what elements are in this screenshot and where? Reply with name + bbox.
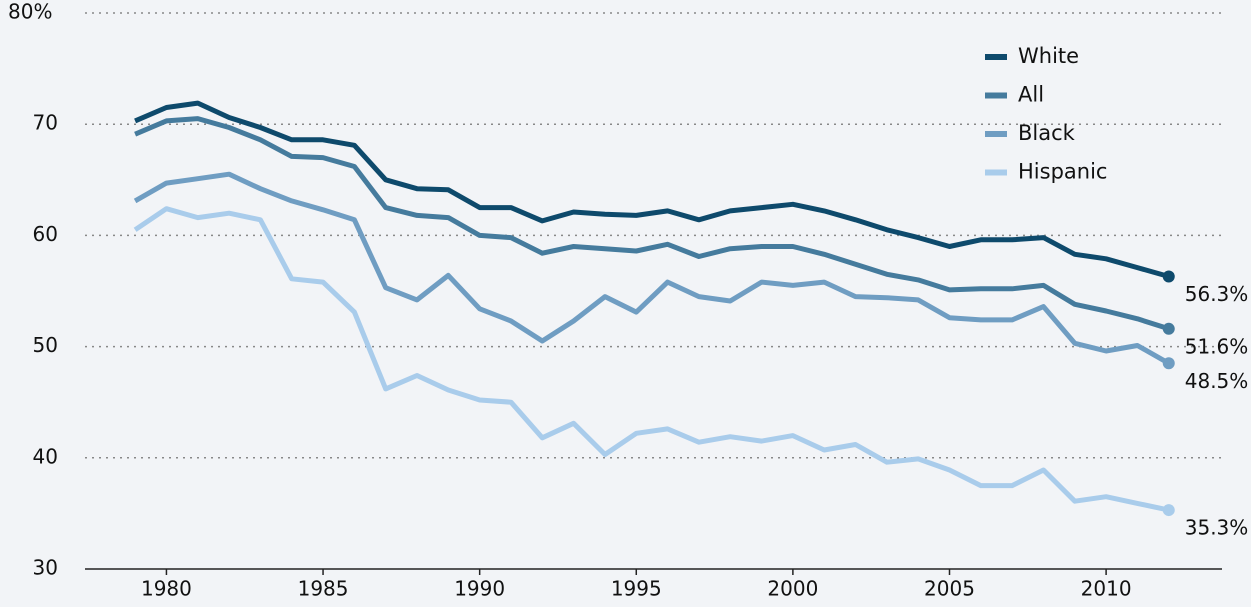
value-label: 48.5% [1185, 369, 1249, 393]
y-tick-label: 80% [8, 0, 52, 24]
legend-label: White [1018, 44, 1079, 68]
value-label: 35.3% [1185, 516, 1249, 540]
x-tick-label: 1995 [611, 577, 662, 601]
x-tick-label: 2000 [767, 577, 818, 601]
legend-label: All [1018, 83, 1044, 107]
value-label: 51.6% [1185, 334, 1249, 358]
y-tick-label: 30 [33, 556, 58, 580]
series-line [134, 116, 1170, 332]
series-line [133, 206, 1170, 513]
legend-label: Black [1018, 121, 1076, 145]
x-tick-label: 2005 [924, 577, 975, 601]
y-tick-label: 70 [33, 111, 58, 135]
value-label: 56.3% [1185, 282, 1249, 306]
end-point [1162, 270, 1175, 283]
end-point [1162, 357, 1175, 370]
legend-label: Hispanic [1018, 160, 1107, 184]
end-point [1162, 322, 1175, 335]
x-tick-label: 2010 [1081, 577, 1132, 601]
y-tick-label: 60 [33, 222, 58, 246]
series-line [134, 100, 1170, 279]
x-tick-label: 1990 [454, 577, 505, 601]
series-line [133, 171, 1171, 366]
y-tick-label: 40 [33, 444, 58, 468]
legend: White All Black Hispanic [985, 44, 1107, 184]
y-tick-label: 50 [33, 333, 58, 357]
end-point [1162, 504, 1175, 517]
x-tick-label: 1985 [298, 577, 349, 601]
x-tick-label: 1980 [141, 577, 192, 601]
